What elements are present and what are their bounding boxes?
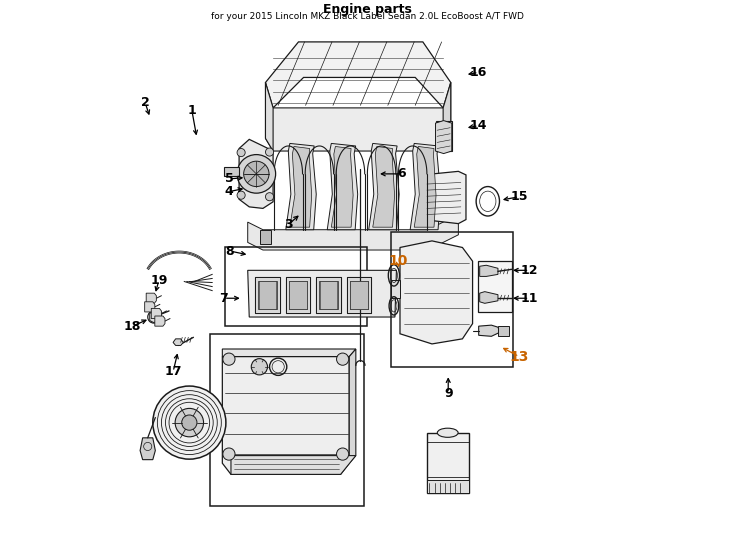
Circle shape xyxy=(223,353,235,365)
Circle shape xyxy=(337,448,349,460)
Bar xyxy=(350,281,368,309)
Bar xyxy=(210,334,365,507)
Bar xyxy=(316,277,341,313)
Polygon shape xyxy=(266,83,273,151)
Text: 16: 16 xyxy=(470,66,487,79)
Polygon shape xyxy=(391,280,400,298)
Text: 12: 12 xyxy=(520,264,538,277)
Polygon shape xyxy=(286,144,316,230)
Circle shape xyxy=(182,415,197,430)
Polygon shape xyxy=(266,83,451,151)
Bar xyxy=(435,120,451,151)
Polygon shape xyxy=(222,356,349,474)
Polygon shape xyxy=(480,265,498,276)
Text: 1: 1 xyxy=(187,104,196,117)
Polygon shape xyxy=(327,144,357,230)
Polygon shape xyxy=(151,308,161,319)
Circle shape xyxy=(244,161,269,187)
Bar xyxy=(346,277,371,313)
Polygon shape xyxy=(222,349,356,356)
Circle shape xyxy=(148,311,160,323)
Bar xyxy=(427,433,468,492)
Polygon shape xyxy=(349,349,356,463)
Polygon shape xyxy=(373,146,395,227)
Polygon shape xyxy=(266,42,451,108)
Text: 18: 18 xyxy=(124,320,141,333)
Bar xyxy=(259,281,276,309)
Bar xyxy=(255,277,280,313)
Text: 3: 3 xyxy=(284,218,293,231)
Polygon shape xyxy=(423,171,466,224)
Bar xyxy=(286,277,310,313)
Circle shape xyxy=(237,148,245,157)
Circle shape xyxy=(237,191,245,199)
Circle shape xyxy=(237,154,276,193)
Bar xyxy=(316,277,341,313)
Circle shape xyxy=(223,448,235,460)
Bar xyxy=(289,281,307,309)
Circle shape xyxy=(266,193,274,201)
Circle shape xyxy=(153,386,226,459)
Text: 2: 2 xyxy=(141,96,150,109)
Text: 11: 11 xyxy=(520,292,538,305)
Polygon shape xyxy=(239,139,273,208)
Circle shape xyxy=(175,408,203,437)
Bar xyxy=(478,261,512,312)
Polygon shape xyxy=(331,146,353,227)
Text: 13: 13 xyxy=(509,349,529,363)
Circle shape xyxy=(266,148,274,156)
Polygon shape xyxy=(150,311,158,322)
Polygon shape xyxy=(145,302,155,312)
Polygon shape xyxy=(290,146,312,227)
Ellipse shape xyxy=(437,428,458,437)
Bar xyxy=(224,167,239,177)
Bar xyxy=(289,281,307,309)
Bar xyxy=(258,281,277,309)
Text: 15: 15 xyxy=(511,190,528,203)
Bar xyxy=(498,326,509,336)
Polygon shape xyxy=(368,144,399,230)
Polygon shape xyxy=(443,83,451,151)
Bar xyxy=(261,230,271,244)
Polygon shape xyxy=(146,293,156,303)
Bar xyxy=(320,281,337,309)
Text: 4: 4 xyxy=(225,185,233,198)
Polygon shape xyxy=(173,339,184,346)
Bar xyxy=(427,480,468,492)
Text: 9: 9 xyxy=(444,387,453,400)
Polygon shape xyxy=(479,325,500,336)
Bar xyxy=(255,277,280,313)
Circle shape xyxy=(337,353,349,365)
Text: Engine parts: Engine parts xyxy=(322,3,412,16)
Polygon shape xyxy=(400,241,473,344)
Text: 5: 5 xyxy=(225,172,233,185)
Text: 17: 17 xyxy=(164,366,182,379)
Bar xyxy=(391,232,513,367)
Polygon shape xyxy=(155,316,165,326)
Polygon shape xyxy=(480,292,498,303)
Polygon shape xyxy=(231,456,356,474)
Text: 7: 7 xyxy=(219,292,228,305)
Bar xyxy=(225,247,367,326)
Text: 10: 10 xyxy=(389,254,408,268)
Circle shape xyxy=(251,359,267,375)
Text: for your 2015 Lincoln MKZ Black Label Sedan 2.0L EcoBoost A/T FWD: for your 2015 Lincoln MKZ Black Label Se… xyxy=(211,12,523,21)
Text: 6: 6 xyxy=(397,167,406,180)
Bar xyxy=(286,277,310,313)
Bar xyxy=(319,281,338,309)
Text: 19: 19 xyxy=(150,274,167,287)
Bar xyxy=(346,277,371,313)
Polygon shape xyxy=(410,144,440,230)
Polygon shape xyxy=(247,271,396,317)
Polygon shape xyxy=(414,146,436,227)
Polygon shape xyxy=(140,438,156,460)
Bar xyxy=(349,281,368,309)
Text: 14: 14 xyxy=(470,119,487,132)
Polygon shape xyxy=(435,120,451,153)
Text: 8: 8 xyxy=(225,245,234,258)
Polygon shape xyxy=(247,214,458,250)
